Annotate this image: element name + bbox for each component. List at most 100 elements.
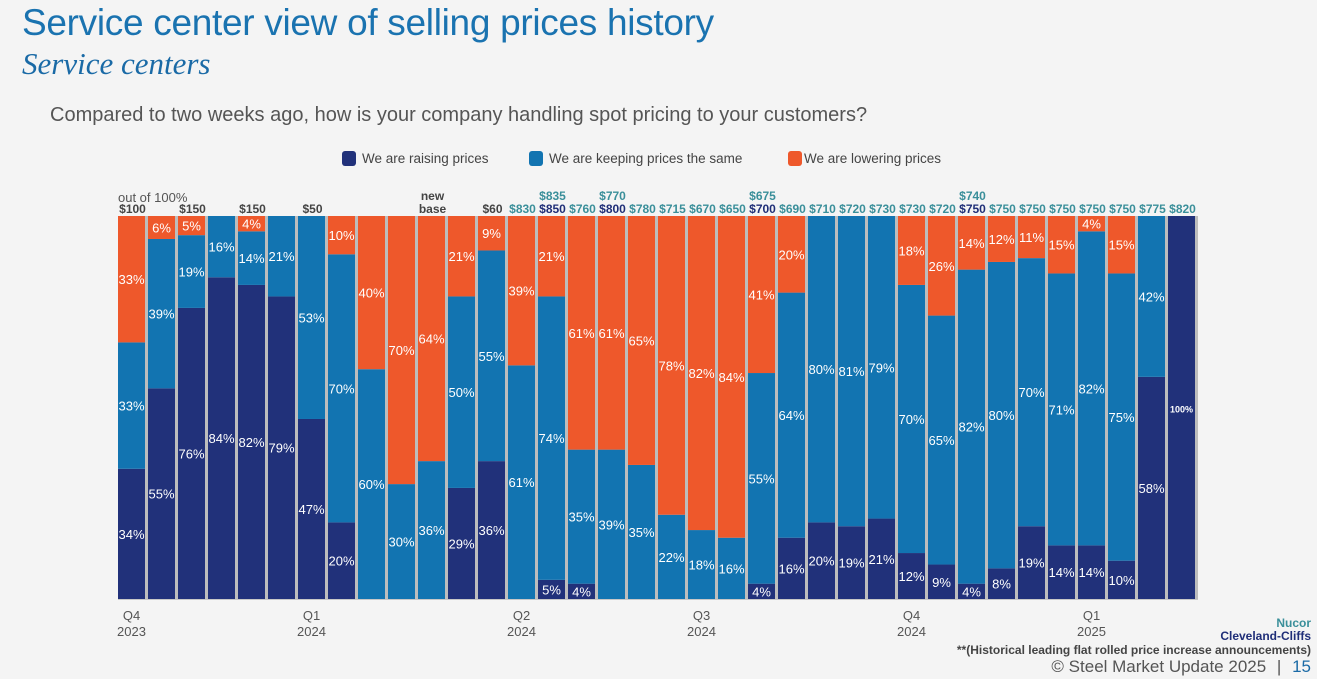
survey-question: Compared to two weeks ago, how is your c… xyxy=(50,104,868,126)
bar-segment-keeping xyxy=(1078,231,1105,546)
data-label-keeping: 75% xyxy=(1108,410,1134,425)
bar-segment-keeping xyxy=(1108,273,1135,561)
bar-shadow xyxy=(775,216,778,599)
bar-shadow xyxy=(235,216,238,599)
bar-shadow xyxy=(1045,216,1048,599)
bar-segment-keeping xyxy=(718,537,745,599)
data-label-raising: 16% xyxy=(778,561,804,576)
data-label-keeping: 39% xyxy=(598,517,624,532)
bar-segment-lowering xyxy=(478,216,505,251)
data-label-lowering: 64% xyxy=(418,332,444,347)
footnote: **(Historical leading flat rolled price … xyxy=(956,643,1311,657)
legend-swatch-lowering xyxy=(788,151,802,166)
data-label-raising: 5% xyxy=(542,582,561,597)
quarter-label: Q3 xyxy=(692,608,711,623)
bar-segment-keeping xyxy=(958,269,985,584)
data-label-keeping: 81% xyxy=(838,364,864,379)
price-label: $100 xyxy=(119,202,146,216)
bar-segment-lowering xyxy=(328,216,355,255)
x-axis-tick-label: Q4 2023 xyxy=(102,608,162,640)
price-label: $150 xyxy=(179,202,206,216)
data-label-keeping: 74% xyxy=(538,431,564,446)
bar-segment-raising xyxy=(808,522,835,599)
data-label-keeping: 50% xyxy=(448,385,474,400)
price-label: $690 xyxy=(779,202,806,216)
data-label-lowering: 15% xyxy=(1108,238,1134,253)
nucor-legend-label: Nucor xyxy=(1276,616,1311,630)
bar-shadow xyxy=(475,216,478,599)
bar-segment-keeping xyxy=(778,292,805,538)
price-label: $850 xyxy=(539,202,566,216)
data-label-raising: 36% xyxy=(478,523,504,538)
price-label: $780 xyxy=(629,202,656,216)
bar-segment-lowering xyxy=(628,216,655,465)
bar-shadow xyxy=(925,216,928,599)
bar-segment-keeping xyxy=(1138,216,1165,377)
bar-segment-raising xyxy=(478,461,505,599)
bar-segment-keeping xyxy=(988,261,1015,569)
bar-segment-keeping xyxy=(1018,258,1045,527)
bar-segment-raising xyxy=(178,307,205,599)
bar-segment-raising xyxy=(118,468,145,599)
data-label-raising: 55% xyxy=(148,487,174,502)
data-label-keeping: 35% xyxy=(568,510,594,525)
price-label: $710 xyxy=(809,202,836,216)
price-label-upper: new xyxy=(421,189,445,203)
data-label-keeping: 64% xyxy=(778,408,804,423)
bar-shadow xyxy=(385,216,388,599)
bar-shadow xyxy=(595,216,598,599)
page-number: 15 xyxy=(1292,657,1311,676)
data-label-raising: 10% xyxy=(1108,573,1134,588)
data-label-raising: 84% xyxy=(208,431,234,446)
price-label: $750 xyxy=(1049,202,1076,216)
bar-shadow xyxy=(1135,216,1138,599)
bar-segment-keeping xyxy=(328,254,355,523)
bar-segment-raising xyxy=(988,568,1015,599)
bar-shadow xyxy=(955,216,958,599)
data-label-lowering: 6% xyxy=(152,220,171,235)
bar-segment-raising xyxy=(208,277,235,599)
legend-swatch-raising xyxy=(342,151,356,166)
year-label: 2024 xyxy=(507,624,536,639)
bar-shadow xyxy=(1015,216,1018,599)
bar-segment-raising xyxy=(538,579,565,599)
bar-segment-raising xyxy=(148,388,175,599)
bar-segment-lowering xyxy=(1018,216,1045,259)
year-label: 2025 xyxy=(1077,624,1106,639)
bar-segment-raising xyxy=(328,522,355,599)
page-subtitle: Service centers xyxy=(22,46,211,81)
bar-segment-lowering xyxy=(418,216,445,462)
data-label-raising: 9% xyxy=(932,575,951,590)
bar-shadow xyxy=(535,216,538,599)
bar-segment-lowering xyxy=(538,216,565,297)
data-label-lowering: 39% xyxy=(508,284,534,299)
bar-shadow xyxy=(505,216,508,599)
data-label-lowering: 65% xyxy=(628,333,654,348)
price-label: $750 xyxy=(959,202,986,216)
bar-segment-raising xyxy=(838,526,865,599)
bar-segment-raising xyxy=(1168,216,1195,599)
bar-shadow xyxy=(415,216,418,599)
bar-shadow xyxy=(175,216,178,599)
price-label: $650 xyxy=(719,202,746,216)
year-label: 2024 xyxy=(687,624,716,639)
bar-segment-raising xyxy=(1018,526,1045,599)
bar-segment-keeping xyxy=(448,296,475,488)
quarter-label: Q2 xyxy=(512,608,531,623)
bar-segment-raising xyxy=(238,284,265,599)
data-label-raising: 12% xyxy=(898,569,924,584)
data-label-lowering: 84% xyxy=(718,370,744,385)
bar-segment-lowering xyxy=(898,216,925,285)
price-label: $820 xyxy=(1169,202,1196,216)
chart-legend: We are raising prices We are keeping pri… xyxy=(0,151,1317,171)
bar-segment-keeping xyxy=(418,461,445,599)
x-axis-tick-label: Q3 2024 xyxy=(672,608,732,640)
price-label: $800 xyxy=(599,202,626,216)
bar-shadow xyxy=(625,216,628,599)
bar-segment-keeping xyxy=(688,530,715,599)
bar-shadow xyxy=(805,216,808,599)
bar-segment-lowering xyxy=(388,216,415,485)
data-label-raising: 20% xyxy=(328,554,354,569)
data-label-raising: 79% xyxy=(268,441,294,456)
bar-shadow xyxy=(265,216,268,599)
